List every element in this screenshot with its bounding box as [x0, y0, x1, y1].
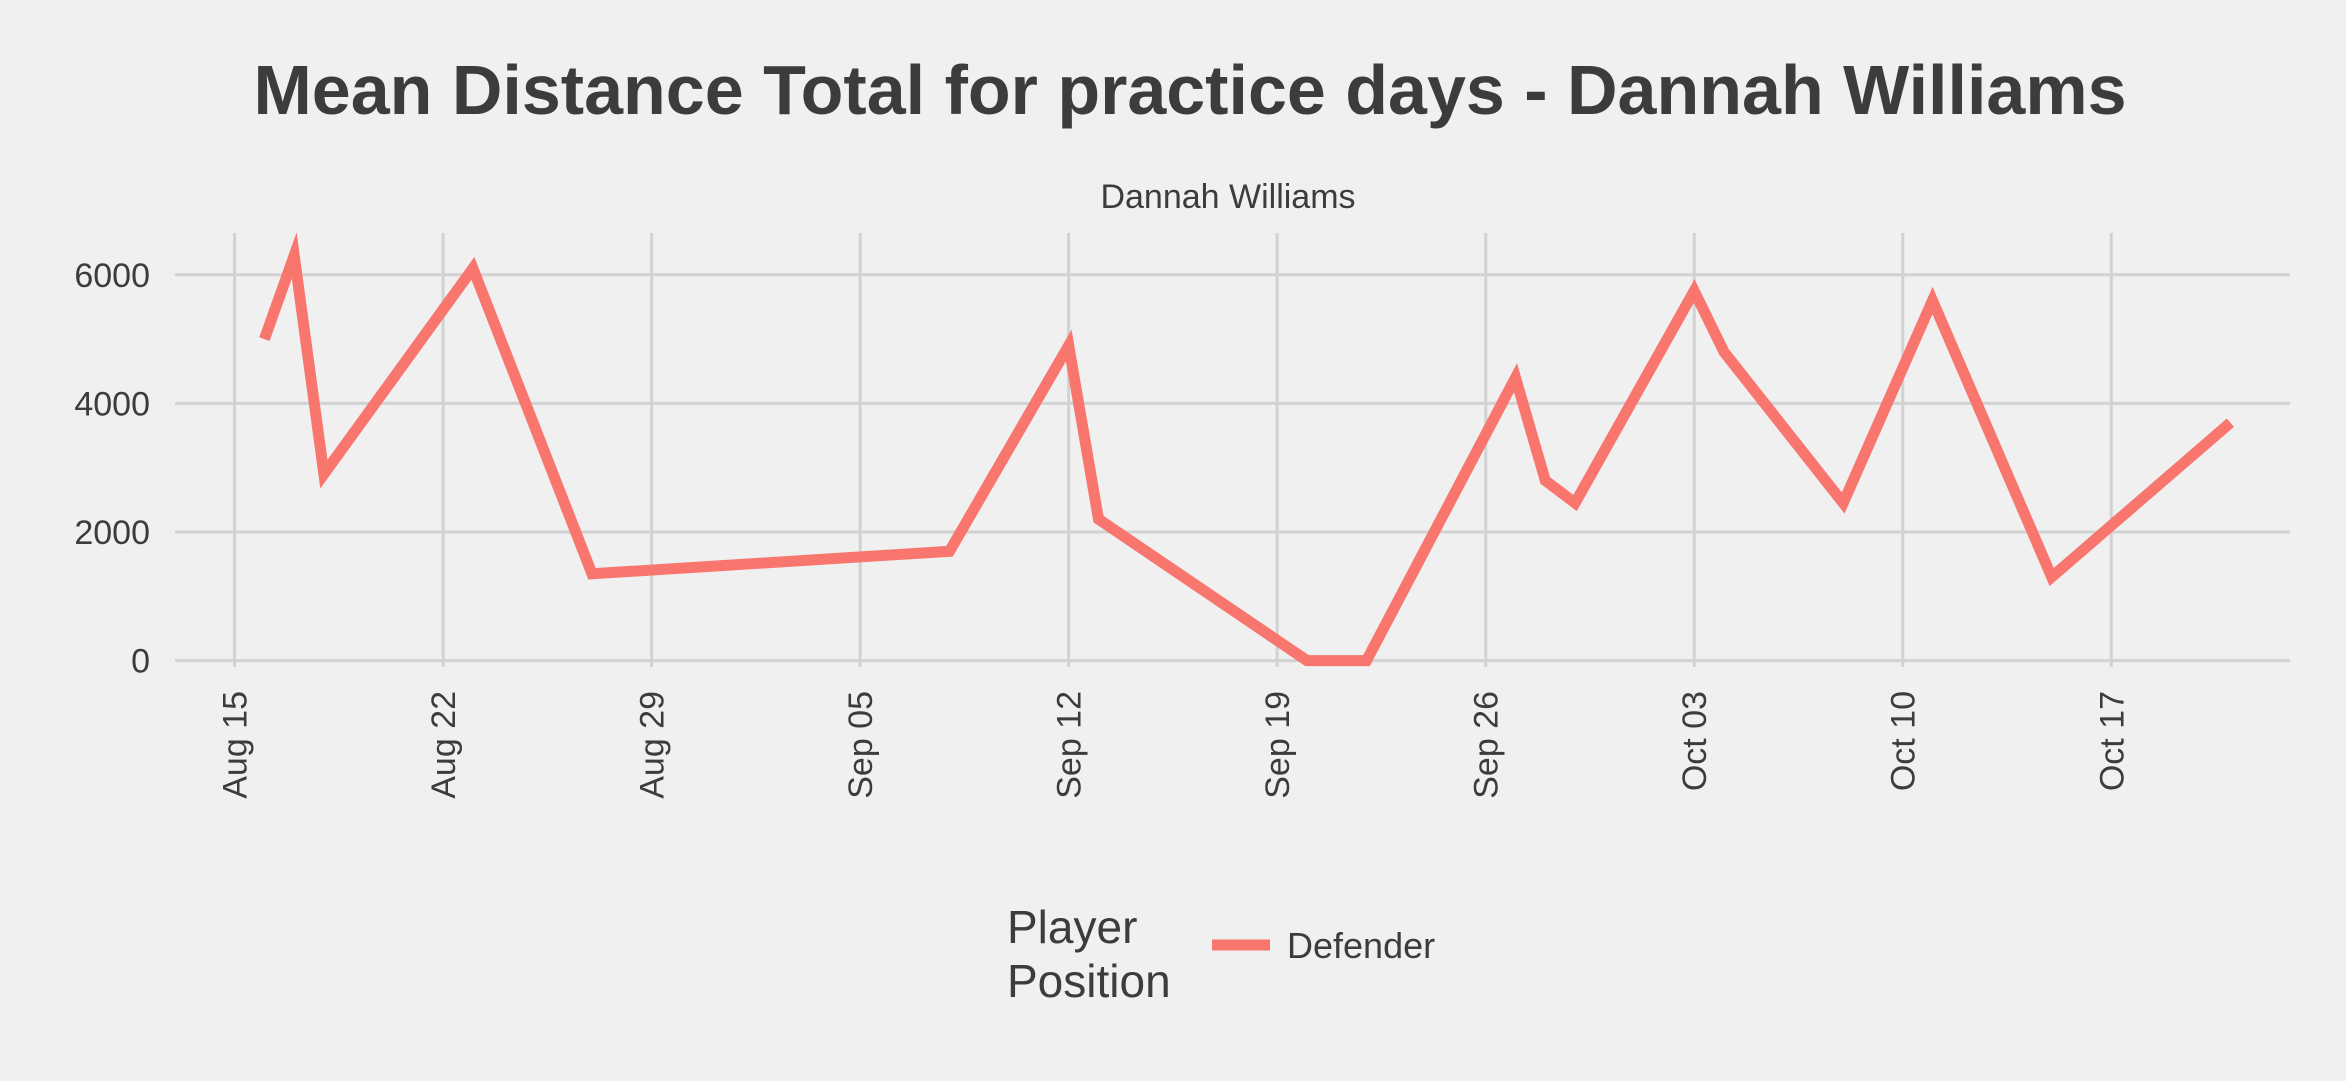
x-tick-label: Sep 19 [1259, 691, 1297, 799]
legend-label: Defender [1287, 925, 1435, 966]
y-tick-label: 4000 [74, 385, 150, 423]
y-tick-label: 6000 [74, 257, 150, 295]
y-tick-label: 2000 [74, 514, 150, 552]
series-layer [259, 232, 2234, 667]
x-tick-label: Oct 17 [2093, 691, 2131, 791]
y-tick-label: 0 [131, 643, 150, 681]
x-tick-label: Sep 05 [842, 691, 880, 799]
x-tick-label: Aug 15 [217, 691, 255, 799]
x-tick-label: Sep 12 [1051, 691, 1089, 799]
legend-title-line: Player [1007, 901, 1137, 953]
axis-label-layer: 0 2000 4000 6000 Aug 15 Aug 22 Aug 29 Sep 05 Sep… [74, 257, 2131, 799]
grid-layer [175, 233, 2290, 667]
x-tick-label: Aug 22 [425, 691, 463, 799]
series-line-defender [259, 232, 2234, 667]
legend-title-line: Position [1007, 955, 1171, 1007]
x-tick-label: Aug 29 [634, 691, 672, 799]
chart-subtitle: Dannah Williams [1100, 178, 1355, 216]
chart-title: Mean Distance Total for practice days - … [253, 51, 2126, 129]
x-tick-label: Sep 26 [1468, 691, 1506, 799]
x-tick-label: Oct 03 [1676, 691, 1714, 791]
x-tick-label: Oct 10 [1885, 691, 1923, 791]
